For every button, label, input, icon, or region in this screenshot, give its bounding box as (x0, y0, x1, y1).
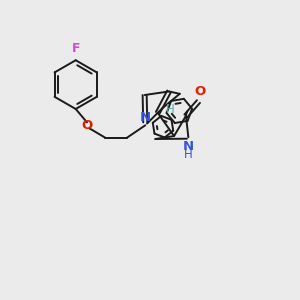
Text: H: H (184, 148, 193, 160)
Text: O: O (81, 119, 93, 132)
Text: H: H (166, 103, 175, 116)
Text: N: N (183, 140, 194, 153)
Text: F: F (71, 42, 80, 55)
Text: N: N (140, 111, 151, 124)
Text: O: O (194, 85, 206, 98)
